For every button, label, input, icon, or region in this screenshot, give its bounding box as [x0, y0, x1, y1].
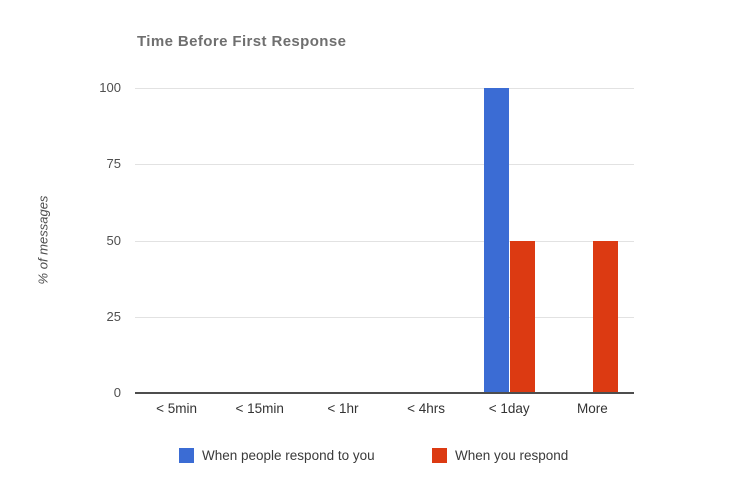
bar-series2-more[interactable] [592, 240, 618, 393]
legend-label: When people respond to you [202, 447, 375, 463]
y-tick-label-50: 50 [106, 232, 121, 248]
bar-series2-1day[interactable] [509, 240, 535, 393]
x-tick-label-2: < 15min [235, 401, 284, 416]
chart-title: Time Before First Response [137, 33, 347, 50]
legend-swatch-red [432, 447, 447, 463]
legend-swatch-blue [179, 447, 194, 463]
y-tick-label-100: 100 [99, 80, 121, 95]
x-axis-baseline [135, 392, 634, 394]
x-tick-label-4: < 4hrs [407, 401, 446, 416]
x-tick-label-3: < 1hr [327, 401, 359, 416]
y-axis-title: % of messages [35, 195, 51, 285]
x-tick-label-6: More [577, 401, 608, 416]
gridline-50 [135, 240, 634, 242]
x-tick-label-5: < 1day [488, 401, 530, 416]
legend-label: When you respond [455, 447, 569, 463]
bar-series1-1day[interactable] [483, 88, 509, 393]
plot-area [135, 88, 634, 394]
legend-item-you-respond[interactable]: When you respond [432, 446, 568, 464]
gridline-25 [135, 316, 634, 318]
x-tick-label-1: < 5min [156, 401, 198, 416]
chart-legend: When people respond to you When you resp… [0, 446, 745, 464]
y-tick-label-25: 25 [106, 308, 121, 324]
y-tick-label-75: 75 [106, 156, 121, 172]
gridline-75 [135, 164, 634, 166]
legend-item-people-respond[interactable]: When people respond to you [179, 446, 375, 464]
gridline-100 [135, 88, 634, 89]
y-tick-label-0: 0 [113, 385, 121, 400]
